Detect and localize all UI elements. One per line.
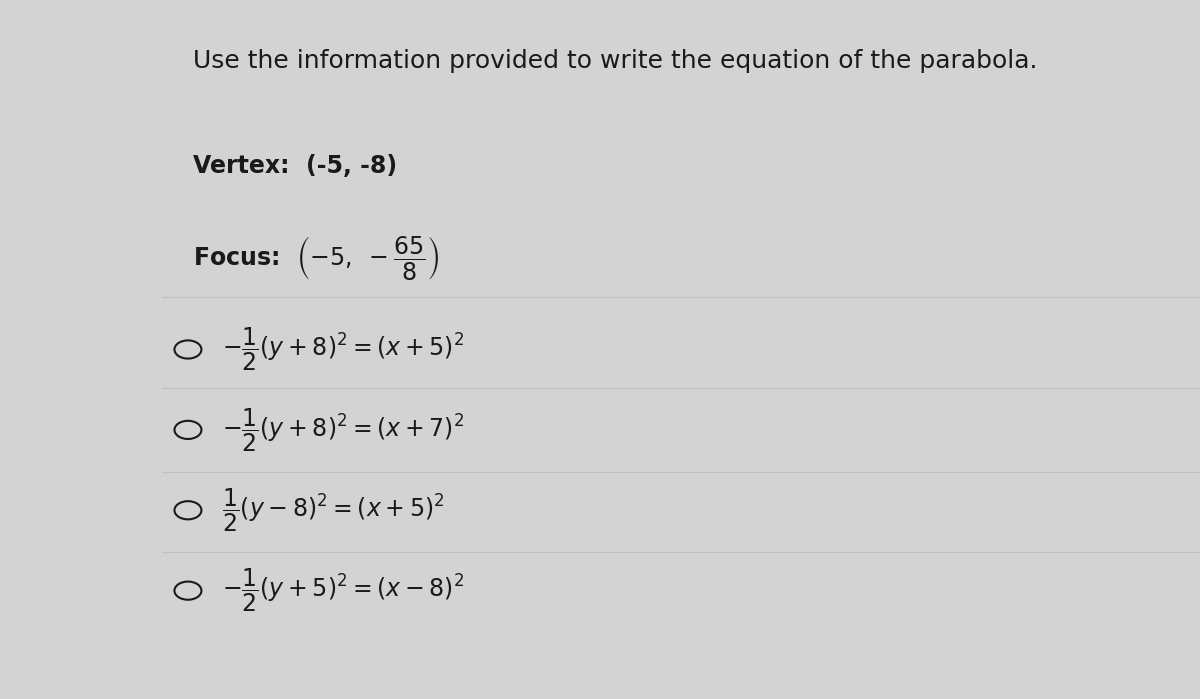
Text: $-\dfrac{1}{2}(y + 5)^2 = (x - 8)^2$: $-\dfrac{1}{2}(y + 5)^2 = (x - 8)^2$ xyxy=(222,567,464,614)
Text: Focus:  $\left(-5,\ -\dfrac{65}{8}\right)$: Focus: $\left(-5,\ -\dfrac{65}{8}\right)… xyxy=(193,234,439,282)
Text: $\dfrac{1}{2}(y - 8)^2 = (x + 5)^2$: $\dfrac{1}{2}(y - 8)^2 = (x + 5)^2$ xyxy=(222,487,445,534)
Text: $-\dfrac{1}{2}(y + 8)^2 = (x + 7)^2$: $-\dfrac{1}{2}(y + 8)^2 = (x + 7)^2$ xyxy=(222,406,464,454)
Text: $-\dfrac{1}{2}(y + 8)^2 = (x + 5)^2$: $-\dfrac{1}{2}(y + 8)^2 = (x + 5)^2$ xyxy=(222,326,464,373)
Text: Vertex:  (-5, -8): Vertex: (-5, -8) xyxy=(193,154,397,178)
Text: Use the information provided to write the equation of the parabola.: Use the information provided to write th… xyxy=(193,49,1038,73)
